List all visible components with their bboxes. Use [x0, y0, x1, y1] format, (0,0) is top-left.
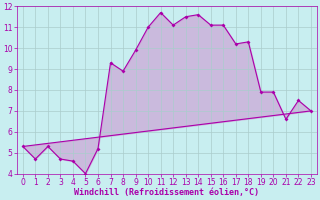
X-axis label: Windchill (Refroidissement éolien,°C): Windchill (Refroidissement éolien,°C) [74, 188, 260, 197]
